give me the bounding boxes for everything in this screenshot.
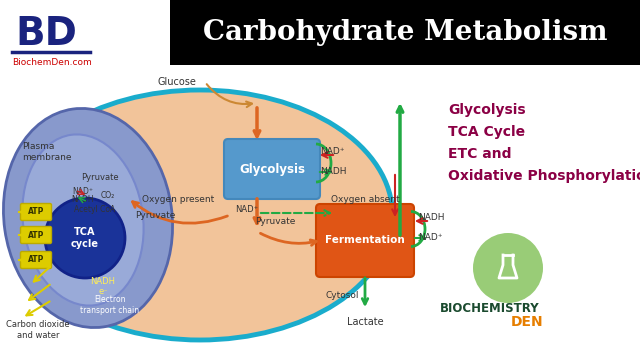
Ellipse shape [8, 90, 392, 340]
FancyBboxPatch shape [316, 204, 414, 277]
Text: TCA Cycle: TCA Cycle [448, 125, 525, 139]
Ellipse shape [3, 108, 173, 328]
Text: NAD⁺: NAD⁺ [320, 147, 344, 156]
Text: ATP: ATP [28, 231, 44, 239]
Text: ATP: ATP [28, 256, 44, 265]
Text: Glycolysis: Glycolysis [239, 162, 305, 175]
Text: Oxidative Phosphorylation: Oxidative Phosphorylation [448, 169, 640, 183]
FancyBboxPatch shape [20, 203, 51, 220]
FancyBboxPatch shape [224, 139, 320, 199]
Text: ATP: ATP [28, 208, 44, 217]
Circle shape [45, 198, 125, 278]
Text: e⁻: e⁻ [98, 287, 108, 296]
Text: Acetyl CoA: Acetyl CoA [74, 205, 116, 215]
Text: Plasma
membrane: Plasma membrane [22, 142, 72, 162]
Text: BD: BD [15, 15, 77, 53]
Text: Carbohydrate Metabolism: Carbohydrate Metabolism [203, 20, 607, 47]
Text: Oxygen present: Oxygen present [142, 196, 214, 204]
Text: Pyruvate: Pyruvate [135, 210, 175, 219]
Text: Pyruvate: Pyruvate [255, 217, 295, 226]
Text: NADH: NADH [90, 278, 115, 287]
Text: Lactate: Lactate [347, 317, 383, 327]
Text: Pyruvate: Pyruvate [81, 174, 119, 182]
Text: NADH: NADH [320, 168, 346, 176]
Text: BiochemDen.com: BiochemDen.com [12, 58, 92, 67]
Text: Electron
transport chain: Electron transport chain [81, 295, 140, 315]
FancyBboxPatch shape [20, 226, 51, 244]
Ellipse shape [22, 134, 143, 306]
Circle shape [473, 233, 543, 303]
Text: NAD⁺: NAD⁺ [72, 188, 93, 196]
Text: Glucose: Glucose [157, 77, 196, 87]
Text: ETC and: ETC and [448, 147, 511, 161]
Text: NAD⁺: NAD⁺ [418, 233, 442, 243]
Text: NADH: NADH [72, 196, 94, 204]
FancyBboxPatch shape [20, 252, 51, 268]
Text: DEN: DEN [511, 315, 543, 329]
Text: Fermentation: Fermentation [325, 235, 405, 245]
Text: BIOCHEMISTRY: BIOCHEMISTRY [440, 301, 540, 315]
Text: TCA
cycle: TCA cycle [71, 227, 99, 249]
Text: CO₂: CO₂ [101, 191, 115, 201]
Text: NADH: NADH [418, 214, 445, 223]
Text: Glycolysis: Glycolysis [448, 103, 525, 117]
Text: Cytosol: Cytosol [325, 290, 358, 300]
Text: Carbon dioxide
and water: Carbon dioxide and water [6, 320, 70, 340]
FancyBboxPatch shape [170, 0, 640, 65]
Text: NAD⁺: NAD⁺ [235, 205, 258, 215]
Text: Oxygen absent: Oxygen absent [331, 196, 399, 204]
